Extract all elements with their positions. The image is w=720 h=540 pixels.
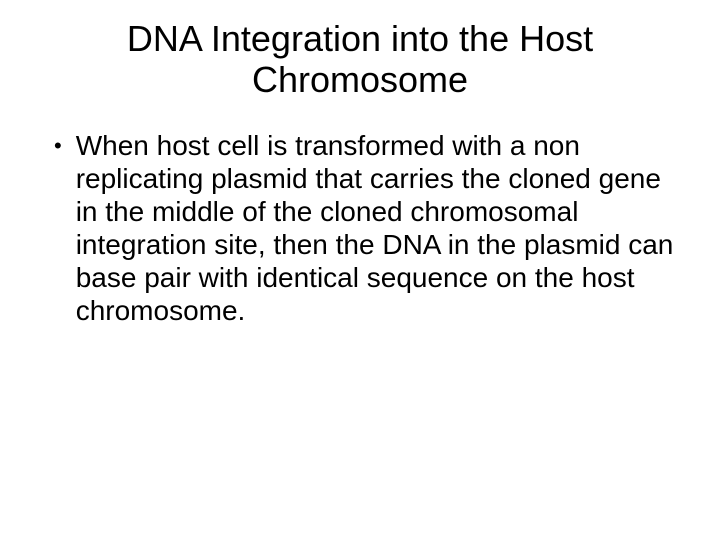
bullet-marker: • xyxy=(54,129,62,162)
bullet-text: When host cell is transformed with a non… xyxy=(76,129,676,327)
slide-container: DNA Integration into the Host Chromosome… xyxy=(0,0,720,540)
slide-content: • When host cell is transformed with a n… xyxy=(44,129,676,327)
bullet-item: • When host cell is transformed with a n… xyxy=(50,129,676,327)
slide-title: DNA Integration into the Host Chromosome xyxy=(44,18,676,101)
